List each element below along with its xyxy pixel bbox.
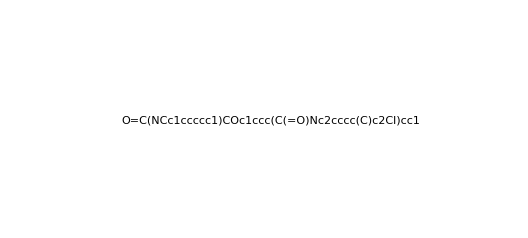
Text: O=C(NCc1ccccc1)COc1ccc(C(=O)Nc2cccc(C)c2Cl)cc1: O=C(NCc1ccccc1)COc1ccc(C(=O)Nc2cccc(C)c2… xyxy=(121,115,420,125)
